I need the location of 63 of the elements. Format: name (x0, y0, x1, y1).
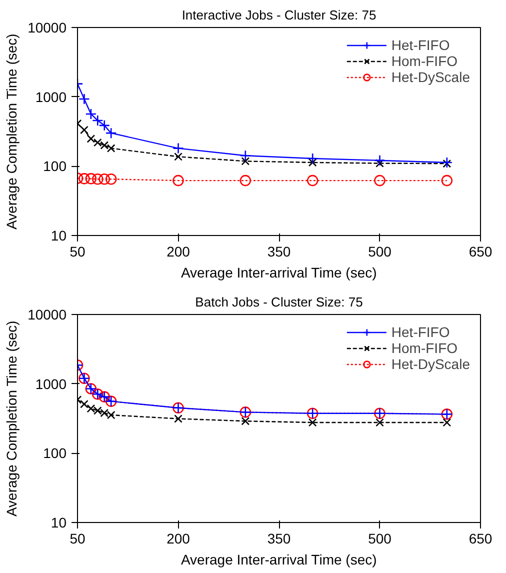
point (441, 174, 453, 186)
point (85, 108, 97, 120)
x-tick-label: 200 (166, 530, 190, 546)
x-tick-label: 350 (267, 244, 291, 260)
point (172, 142, 184, 154)
legend-label: Het-FIFO (391, 324, 450, 340)
point (80, 400, 88, 408)
point (376, 418, 384, 427)
point (306, 152, 318, 164)
y-axis-title: Average Completion Time (sec) (4, 34, 20, 230)
y-tick-label: 10 (50, 228, 67, 244)
point (92, 174, 104, 185)
point (85, 173, 97, 184)
y-axis-title: Average Completion Time (sec) (4, 320, 20, 517)
legend-label: Het-DyScale (391, 69, 470, 85)
x-tick-label: 500 (368, 530, 392, 546)
point (172, 174, 184, 186)
point (374, 174, 386, 186)
point (240, 174, 252, 186)
y-tick-label: 10 (50, 514, 67, 530)
point (80, 126, 88, 134)
point (308, 158, 317, 167)
point (98, 174, 110, 185)
chart-title: Batch Jobs - Cluster Size: 75 (195, 294, 363, 310)
x-tick-label: 50 (70, 244, 86, 260)
y-tick-label: 1000 (35, 88, 67, 105)
chart-title: Interactive Jobs - Cluster Size: 75 (182, 8, 376, 22)
x-tick-label: 350 (267, 530, 291, 546)
point (92, 114, 104, 126)
point (442, 418, 452, 427)
y-tick-label: 1000 (35, 376, 67, 392)
point (306, 174, 318, 186)
point (78, 93, 90, 105)
y-tick-label: 100 (43, 445, 67, 462)
point (98, 120, 110, 132)
point (78, 173, 90, 184)
x-axis-title: Average Inter-arrival Time (sec) (180, 552, 377, 568)
x-tick-label: 50 (70, 530, 86, 546)
point (174, 414, 182, 423)
point (308, 418, 317, 427)
x-tick-label: 500 (368, 244, 392, 260)
point (105, 127, 117, 139)
point (174, 152, 182, 161)
legend-label: Het-DyScale (391, 356, 470, 372)
y-tick-label: 10000 (28, 20, 67, 36)
point (376, 159, 384, 168)
point (241, 416, 250, 426)
x-tick-label: 200 (166, 244, 190, 260)
point (240, 150, 252, 162)
point (442, 159, 452, 168)
point (374, 154, 386, 166)
y-tick-label: 10000 (28, 306, 67, 322)
y-tick-label: 100 (43, 158, 67, 174)
x-tick-label: 650 (468, 244, 492, 260)
point (441, 156, 453, 168)
legend-label: Het-FIFO (391, 37, 450, 53)
x-axis-title: Average Inter-arrival Time (sec) (180, 264, 377, 280)
legend-label: Hom-FIFO (391, 53, 458, 69)
point (86, 134, 96, 143)
point (105, 174, 117, 185)
x-tick-label: 650 (468, 530, 492, 546)
legend-label: Hom-FIFO (391, 340, 458, 356)
point (241, 156, 250, 166)
